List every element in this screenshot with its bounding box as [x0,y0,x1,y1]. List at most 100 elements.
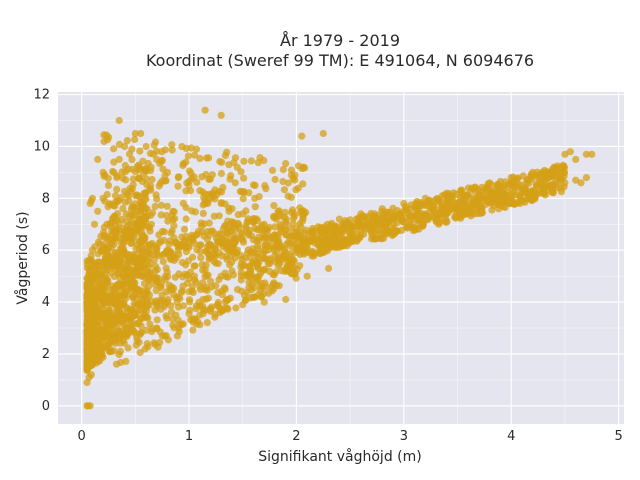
data-point-fill [116,333,124,341]
data-point-fill [184,152,192,160]
data-point-fill [100,223,108,231]
data-point-fill [221,298,229,306]
data-point-fill [237,272,245,280]
data-point [486,197,494,205]
data-point-fill [168,141,176,149]
data-point-fill [366,212,374,220]
data-point [346,233,354,241]
data-point-fill [153,316,161,324]
data-point-fill [132,301,140,309]
data-point [196,241,204,249]
y-axis-label: Vågperiod (s) [14,211,31,304]
data-point-fill [195,298,203,306]
data-point [507,174,515,182]
data-point-fill [458,186,466,194]
data-point [131,129,139,138]
data-point-fill [224,273,232,281]
data-point-fill [101,233,109,242]
data-point [137,129,145,138]
data-point-fill [185,310,193,318]
data-point-fill [167,308,176,316]
y-tick-label: 0 [42,399,50,414]
data-point [153,324,161,332]
data-point-fill [261,279,269,287]
data-point-fill [142,175,150,183]
data-point-fill [180,225,189,233]
data-point [110,285,118,293]
data-point-fill [83,314,92,322]
data-point [153,246,161,254]
data-point-fill [233,285,242,294]
data-point [572,155,580,163]
data-point-fill [157,201,165,209]
data-point [163,168,172,176]
data-point-fill [93,269,101,277]
data-point [142,251,150,259]
data-point-fill [212,282,220,290]
data-point-fill [110,145,118,153]
data-point [368,225,376,234]
data-point-fill [157,305,165,313]
data-point [110,319,118,327]
data-point [217,199,225,208]
data-point-fill [111,192,120,200]
data-point [529,168,537,176]
data-point [314,223,322,231]
data-point [325,238,333,246]
data-point [239,262,247,270]
data-point [196,282,204,291]
data-point-fill [121,168,130,176]
data-point [239,236,247,244]
data-point-fill [118,215,126,223]
data-point-fill [268,166,277,174]
data-point [292,231,300,239]
data-point-fill [211,186,219,194]
data-point [85,373,93,381]
data-point-fill [126,282,134,290]
data-point-fill [168,283,176,291]
data-point-fill [196,248,204,256]
data-point [335,215,343,223]
data-point-fill [186,298,194,306]
data-point-fill [197,254,205,262]
data-point-fill [191,151,199,159]
data-point-fill [144,159,152,168]
data-point [206,277,215,285]
data-point-fill [126,290,134,298]
data-point-fill [199,209,207,217]
data-point-fill [235,224,243,232]
data-point-fill [92,328,101,336]
data-point-fill [147,297,155,305]
data-point-fill [432,195,440,204]
data-point-fill [106,307,114,315]
data-point-fill [275,282,283,290]
data-point-fill [514,199,522,207]
data-point-fill [279,177,287,186]
data-point-fill [128,156,136,164]
data-point-fill [182,215,190,223]
data-point-fill [206,175,214,183]
data-point-fill [136,348,144,357]
data-point [142,142,150,151]
data-point-fill [157,211,165,219]
data-point [174,316,182,324]
data-point [169,207,177,215]
data-point-fill [293,265,301,273]
data-point-fill [155,182,163,190]
data-point-fill [199,201,207,209]
data-point [110,168,118,176]
data-point [185,244,193,252]
data-point-fill [203,319,211,327]
data-point-fill [178,287,186,295]
data-point-fill [138,237,146,245]
data-point [255,233,263,241]
data-point-fill [199,305,207,313]
data-point-fill [287,240,295,248]
data-point [303,244,311,252]
data-point-fill [198,173,206,181]
data-point [357,210,365,218]
data-point [217,111,225,119]
data-point [271,233,279,241]
data-point [90,350,99,358]
data-point-fill [327,221,335,229]
